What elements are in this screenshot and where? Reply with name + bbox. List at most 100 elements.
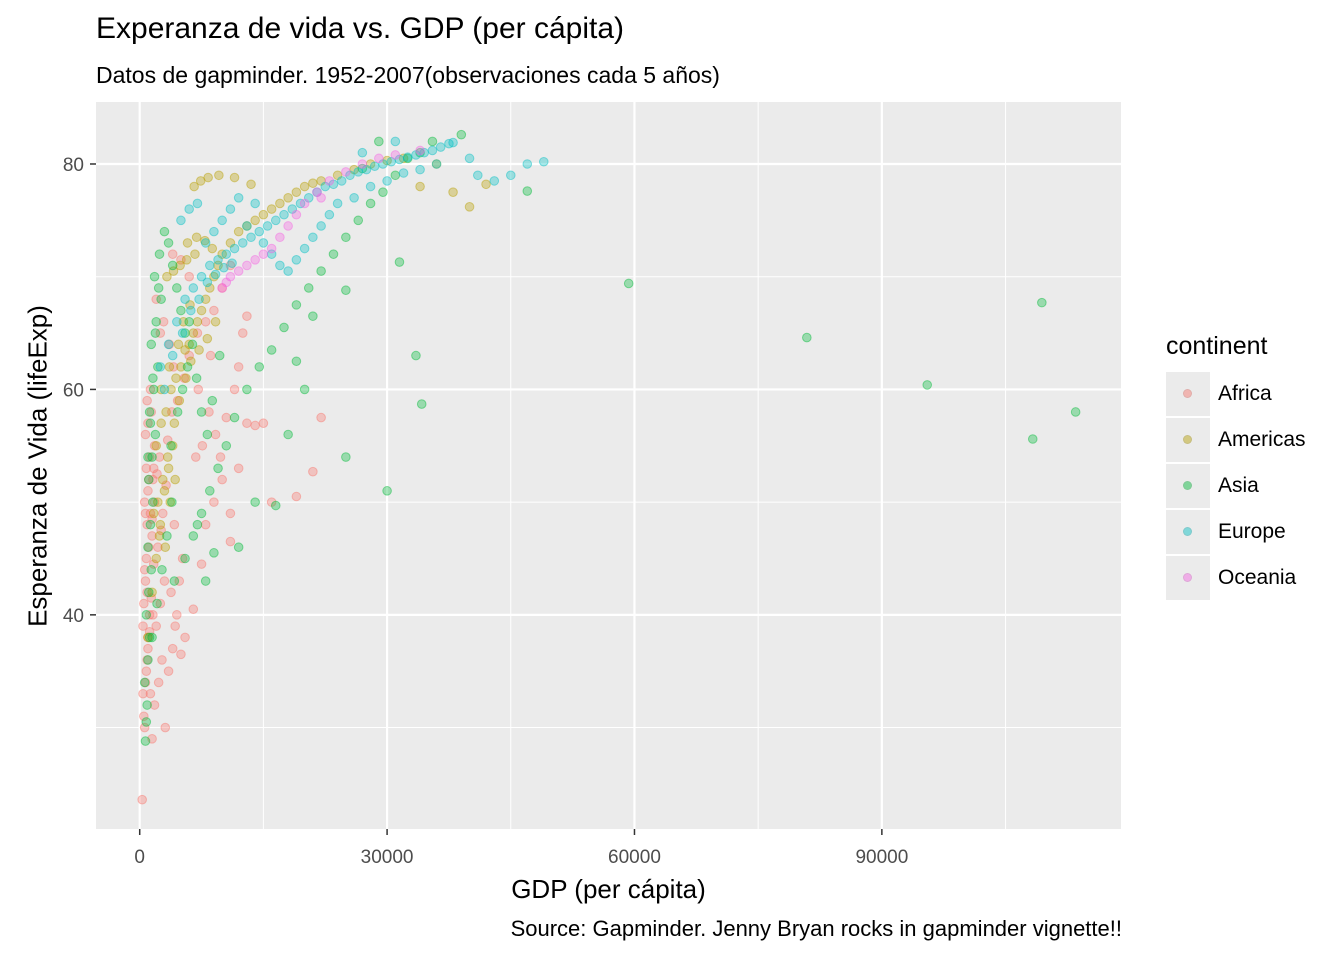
point-asia: [141, 717, 152, 727]
point-africa: [156, 525, 166, 536]
point-asia: [148, 384, 159, 395]
point-africa: [242, 311, 252, 321]
point-europe: [227, 258, 237, 268]
point-oceania: [390, 150, 401, 160]
point-oceania: [217, 283, 227, 293]
point-asia: [184, 316, 194, 327]
point-americas: [195, 176, 206, 186]
point-africa: [193, 384, 204, 395]
point-africa: [155, 598, 166, 609]
point-europe: [361, 164, 372, 175]
point-europe: [419, 147, 429, 158]
point-americas: [190, 249, 200, 259]
point-europe: [209, 226, 219, 237]
point-africa: [172, 610, 182, 620]
point-asia: [415, 147, 425, 158]
point-americas: [147, 587, 157, 598]
point-europe: [184, 204, 194, 214]
point-africa: [151, 621, 161, 631]
point-asia: [148, 373, 158, 383]
point-europe: [250, 198, 260, 209]
point-africa: [177, 553, 188, 564]
point-europe: [262, 221, 273, 231]
point-europe: [386, 156, 397, 167]
point-oceania: [221, 277, 232, 288]
point-americas: [202, 333, 213, 344]
legend-key-asia: [1166, 464, 1210, 508]
point-europe: [365, 181, 376, 192]
point-asia: [149, 271, 160, 282]
point-africa: [200, 519, 211, 530]
point-africa: [316, 412, 326, 423]
point-oceania: [242, 260, 252, 271]
point-asia: [177, 384, 188, 395]
point-africa: [221, 412, 232, 423]
point-americas: [415, 181, 425, 192]
point-asia: [623, 278, 634, 289]
point-europe: [378, 159, 388, 169]
point-africa: [144, 452, 155, 462]
point-americas: [155, 519, 166, 530]
point-europe: [357, 147, 368, 158]
point-asia: [214, 350, 225, 361]
point-asia: [176, 305, 186, 316]
point-asia: [204, 486, 215, 496]
legend-label-americas: Americas: [1218, 428, 1306, 451]
point-europe: [398, 168, 409, 178]
point-asia: [341, 285, 351, 296]
point-africa: [143, 632, 153, 643]
point-europe: [345, 170, 355, 181]
point-europe: [349, 193, 359, 203]
point-americas: [207, 243, 218, 254]
x-tick-label: 30000: [361, 847, 414, 868]
point-americas: [250, 215, 260, 226]
point-asia: [196, 407, 207, 417]
point-americas: [148, 508, 159, 519]
minor-gridlines: [96, 102, 1121, 829]
point-americas: [189, 181, 199, 192]
point-asia: [254, 362, 265, 372]
point-oceania: [258, 249, 269, 259]
point-africa: [157, 655, 167, 665]
point-oceania: [415, 145, 425, 156]
point-europe: [279, 209, 289, 220]
legend-label-africa: Africa: [1218, 382, 1272, 405]
point-americas: [217, 249, 227, 259]
point-europe: [295, 198, 306, 209]
point-europe: [336, 176, 347, 186]
legend-key-americas: [1166, 418, 1210, 462]
point-asia: [402, 153, 413, 164]
point-africa: [154, 452, 165, 462]
point-europe: [200, 238, 211, 248]
point-asia: [172, 407, 183, 417]
point-asia: [291, 356, 302, 367]
point-asia: [341, 232, 351, 243]
point-africa: [184, 271, 194, 282]
point-africa: [308, 466, 318, 477]
point-africa: [188, 604, 199, 615]
point-asia: [146, 339, 157, 350]
point-africa: [225, 508, 236, 519]
point-africa: [138, 688, 148, 699]
point-americas: [160, 542, 171, 553]
point-africa: [160, 722, 171, 733]
point-africa: [145, 384, 156, 395]
point-asia: [143, 452, 153, 462]
point-asia: [427, 136, 438, 147]
point-americas: [213, 260, 223, 271]
point-africa: [170, 621, 180, 631]
point-africa: [142, 655, 152, 665]
point-asia: [144, 632, 155, 643]
x-axis-ticks: 0 30000 60000 90000: [134, 829, 908, 868]
point-asia: [279, 322, 289, 333]
point-americas: [167, 440, 178, 451]
point-europe: [489, 176, 500, 186]
point-americas: [214, 170, 224, 181]
point-americas: [188, 328, 199, 338]
point-europe: [291, 254, 302, 265]
point-africa: [157, 508, 168, 519]
point-oceania: [250, 254, 260, 265]
point-africa: [137, 794, 147, 805]
point-africa: [148, 474, 158, 485]
legend-swatch-oceania: [1183, 573, 1192, 582]
